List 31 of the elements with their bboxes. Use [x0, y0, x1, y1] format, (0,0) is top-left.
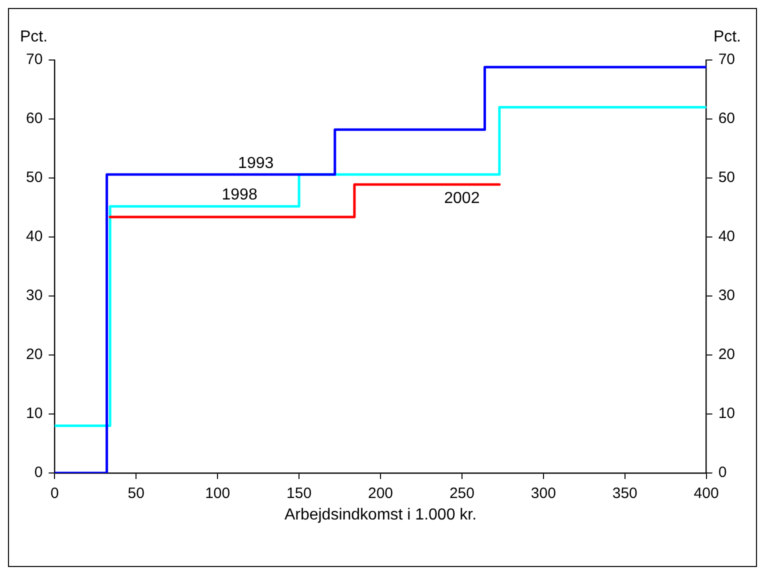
series-label: 1993	[238, 154, 274, 172]
y2-tick-label: 50	[718, 169, 736, 186]
y2-tick-label: 70	[718, 51, 736, 68]
x-tick-label: 0	[50, 485, 59, 502]
y-tick-label: 30	[26, 287, 43, 304]
y2-tick-label: 40	[718, 228, 736, 246]
y2-tick-label: 10	[718, 405, 736, 422]
x-tick-label: 300	[530, 485, 556, 502]
x-tick-label: 250	[449, 485, 474, 502]
y-tick-label: 10	[26, 405, 43, 422]
x-tick-label: 50	[128, 485, 144, 502]
x-tick-label: 200	[368, 485, 394, 502]
y-axis-title: Pct.	[20, 28, 48, 46]
y-tick-label: 0	[34, 464, 43, 482]
y2-tick-label: 30	[718, 287, 736, 304]
series-label: 1998	[222, 186, 258, 204]
x-tick-label: 400	[694, 485, 719, 502]
y2-tick-label: 20	[718, 346, 736, 364]
y-tick-label: 50	[26, 169, 43, 186]
series-label: 2002	[444, 190, 480, 207]
y-tick-label: 60	[26, 110, 43, 128]
y2-axis-title: Pct.	[713, 28, 741, 46]
y-tick-label: 40	[26, 228, 43, 246]
x-tick-label: 150	[286, 485, 312, 502]
y2-tick-label: 0	[718, 464, 727, 482]
y2-tick-label: 60	[718, 110, 736, 128]
y-tick-label: 20	[26, 346, 43, 364]
x-tick-label: 100	[205, 485, 230, 502]
x-axis-title: Arbejdsindkomst i 1.000 kr.	[284, 506, 477, 524]
y-tick-label: 70	[26, 51, 43, 68]
x-tick-label: 350	[612, 485, 638, 502]
